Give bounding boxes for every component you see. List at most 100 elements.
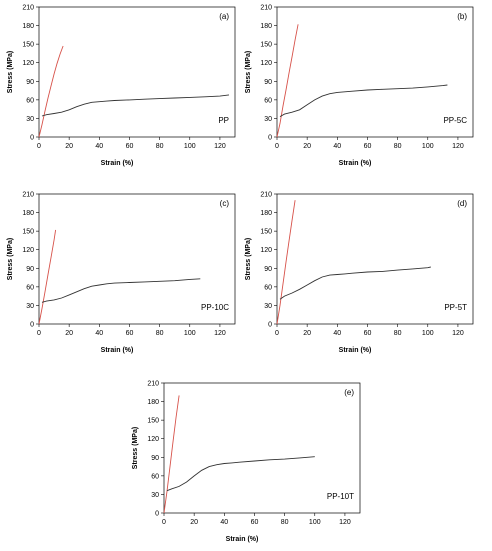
panel-letter: (b) <box>457 12 467 21</box>
chart-panel-b: 0 20 40 60 80 100 120 0 30 60 90 120 150 180 210 Strain… <box>245 5 474 167</box>
x-tick-label: 80 <box>281 519 289 526</box>
y-tick-label: 60 <box>264 97 272 104</box>
y-tick-label: 90 <box>151 455 159 462</box>
x-tick-label: 40 <box>333 330 341 337</box>
x-tick-label: 100 <box>184 330 196 337</box>
x-tick-label: 60 <box>126 143 134 150</box>
y-tick-label: 210 <box>147 381 159 388</box>
y-tick-label: 120 <box>147 436 159 443</box>
series-line-black <box>41 94 230 117</box>
y-tick-label: 0 <box>30 135 34 142</box>
y-tick-label: 90 <box>264 266 272 273</box>
panel-letter: (a) <box>219 12 229 21</box>
x-tick-label: 20 <box>303 143 311 150</box>
sample-label: PP-10T <box>327 492 354 501</box>
plot-frame <box>38 6 236 138</box>
y-tick-label: 180 <box>260 23 272 30</box>
y-tick-label: 180 <box>260 210 272 217</box>
panel-letter: (d) <box>457 199 467 208</box>
x-tick-label: 80 <box>156 143 164 150</box>
y-tick-label: 30 <box>26 303 34 310</box>
x-tick-label: 40 <box>95 143 103 150</box>
plot-frame <box>276 193 474 325</box>
sample-label: PP-5T <box>444 303 467 312</box>
x-axis-label: Strain (%) <box>101 160 134 167</box>
x-tick-label: 0 <box>275 143 279 150</box>
y-axis-label: Stress (MPa) <box>7 238 14 280</box>
y-tick-label: 60 <box>151 473 159 480</box>
y-tick-label: 0 <box>268 322 272 329</box>
x-tick-label: 40 <box>220 519 228 526</box>
series-line-black <box>166 456 315 492</box>
plot-frame <box>276 6 474 138</box>
y-tick-label: 0 <box>30 322 34 329</box>
x-tick-label: 80 <box>156 330 164 337</box>
x-tick-label: 40 <box>333 143 341 150</box>
y-tick-label: 60 <box>26 97 34 104</box>
series-line-black <box>279 84 448 117</box>
y-axis-label: Stress (MPa) <box>245 51 252 93</box>
x-tick-label: 20 <box>303 330 311 337</box>
y-tick-label: 150 <box>260 42 272 49</box>
y-axis-label: Stress (MPa) <box>132 427 139 469</box>
x-axis-label: Strain (%) <box>339 347 372 354</box>
x-tick-label: 0 <box>275 330 279 337</box>
y-tick-label: 120 <box>260 247 272 254</box>
y-tick-label: 180 <box>22 23 34 30</box>
x-tick-label: 100 <box>422 330 434 337</box>
x-tick-label: 20 <box>65 143 73 150</box>
panel-letter: (e) <box>344 388 354 397</box>
x-tick-label: 0 <box>37 330 41 337</box>
y-tick-label: 60 <box>26 284 34 291</box>
x-tick-label: 60 <box>364 330 372 337</box>
chart-panel-c: 0 20 40 60 80 100 120 0 30 60 90 120 150 180 210 Strain… <box>7 192 236 354</box>
sample-label: PP-5C <box>443 116 467 125</box>
x-tick-label: 120 <box>339 519 351 526</box>
y-tick-label: 30 <box>151 492 159 499</box>
chart-panel-e: 0 20 40 60 80 100 120 0 30 60 90 120 150 180 210 Strain… <box>132 381 361 543</box>
y-axis-label: Stress (MPa) <box>7 51 14 93</box>
x-axis-label: Strain (%) <box>339 160 372 167</box>
y-tick-label: 90 <box>264 79 272 86</box>
y-tick-label: 90 <box>26 79 34 86</box>
x-tick-label: 60 <box>251 519 259 526</box>
y-tick-label: 180 <box>22 210 34 217</box>
y-tick-label: 150 <box>22 42 34 49</box>
y-tick-label: 150 <box>260 229 272 236</box>
x-tick-label: 20 <box>190 519 198 526</box>
y-tick-label: 150 <box>147 418 159 425</box>
x-tick-label: 100 <box>422 143 434 150</box>
y-tick-label: 60 <box>264 284 272 291</box>
plot-frame <box>38 193 236 325</box>
x-tick-label: 80 <box>394 330 402 337</box>
x-tick-label: 60 <box>126 330 134 337</box>
x-tick-label: 40 <box>95 330 103 337</box>
x-axis-label: Strain (%) <box>226 536 259 543</box>
x-tick-label: 60 <box>364 143 372 150</box>
x-tick-label: 120 <box>452 330 464 337</box>
series-line-red <box>38 45 64 138</box>
x-tick-label: 80 <box>394 143 402 150</box>
y-tick-label: 210 <box>22 192 34 199</box>
x-tick-label: 120 <box>452 143 464 150</box>
x-tick-label: 20 <box>65 330 73 337</box>
y-tick-label: 0 <box>155 511 159 518</box>
x-tick-label: 120 <box>214 330 226 337</box>
y-tick-label: 90 <box>26 266 34 273</box>
series-line-black <box>279 266 431 300</box>
sample-label: PP <box>218 116 229 125</box>
series-line-red <box>38 229 57 325</box>
y-tick-label: 120 <box>22 60 34 67</box>
y-tick-label: 120 <box>260 60 272 67</box>
y-tick-label: 0 <box>268 135 272 142</box>
series-line-red <box>163 395 180 514</box>
y-tick-label: 180 <box>147 399 159 406</box>
x-tick-label: 0 <box>162 519 166 526</box>
series-line-red <box>276 200 296 325</box>
plot-frame <box>163 382 361 514</box>
y-tick-label: 150 <box>22 229 34 236</box>
y-tick-label: 30 <box>264 303 272 310</box>
y-tick-label: 210 <box>22 5 34 12</box>
y-axis-label: Stress (MPa) <box>245 238 252 280</box>
